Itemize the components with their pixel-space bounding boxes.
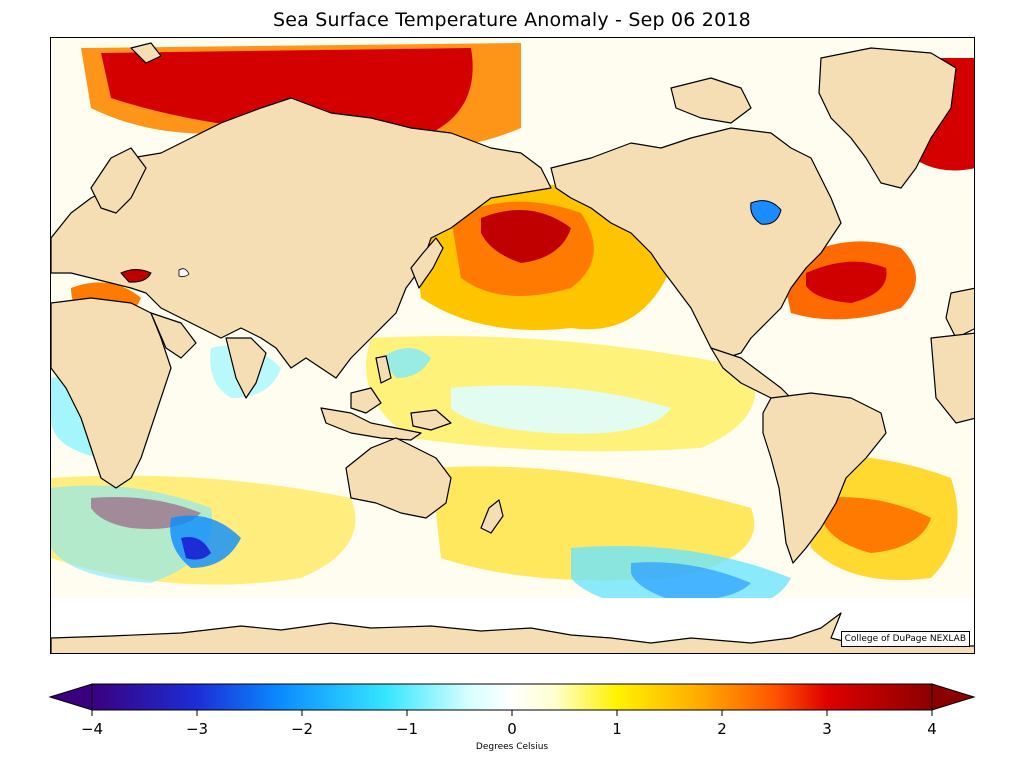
colorbar — [48, 683, 976, 716]
colorbar-label: Degrees Celsius — [475, 742, 549, 752]
colorbar-tick-label: 4 — [927, 720, 937, 738]
africa-landmass — [51, 297, 172, 489]
greenland-landmass — [818, 47, 957, 189]
india-landmass — [225, 337, 267, 399]
colorbar-under-arrow — [48, 683, 93, 711]
colorbar-tick-label: 0 — [507, 720, 517, 738]
colorbar-tick-label: 1 — [612, 720, 622, 738]
colorbar-over-arrow — [931, 683, 976, 711]
land-masses — [51, 42, 974, 653]
australia-landmass — [345, 437, 452, 519]
anomaly-field — [51, 38, 974, 653]
europe-southwest — [945, 287, 974, 339]
colorbar-tick-label: 3 — [822, 720, 832, 738]
arctic-islands — [670, 77, 752, 124]
colorbar-tick-label: −3 — [185, 720, 209, 738]
svalbard-island — [130, 42, 162, 64]
borneo-island — [350, 387, 382, 414]
inland-seas — [120, 200, 782, 283]
colorbar-tick-label: −1 — [395, 720, 419, 738]
south-america-landmass — [762, 392, 887, 564]
map-canvas — [51, 38, 974, 653]
indonesia-islands — [320, 407, 422, 441]
map-title: Sea Surface Temperature Anomaly - Sep 06… — [273, 9, 751, 31]
new-guinea-island — [410, 409, 452, 431]
arabia-landmass — [150, 312, 197, 359]
colorbar-tick-label: −2 — [290, 720, 314, 738]
new-zealand-islands — [480, 499, 504, 534]
philippines-islands — [375, 355, 392, 384]
scandinavia-landmass — [90, 147, 147, 214]
japan-islands — [410, 237, 444, 289]
north-america-landmass — [550, 127, 842, 359]
colorbar-body — [91, 683, 933, 711]
sst-anomaly-map: College of DuPage NEXLAB — [50, 37, 975, 654]
colorbar-ticks — [91, 710, 933, 716]
credit-label: College of DuPage NEXLAB — [840, 631, 970, 647]
colorbar-tick-label: 2 — [717, 720, 727, 738]
colorbar-tick-label: −4 — [80, 720, 104, 738]
africa-west-edge — [930, 332, 974, 424]
